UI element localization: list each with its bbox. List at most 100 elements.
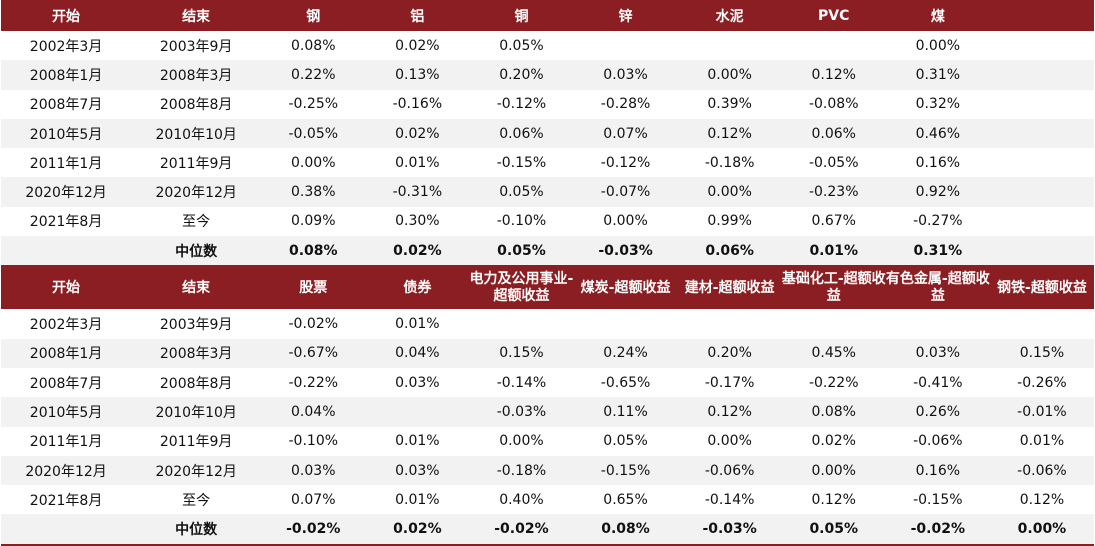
table-cell [574, 309, 678, 338]
table-cell: -0.31% [365, 177, 470, 207]
table-cell: 0.00% [291, 154, 336, 171]
table-cell [989, 60, 1094, 90]
table-cell [990, 90, 1094, 119]
table-cell: 2010年5月 [1, 118, 132, 149]
table-cell: 0.05% [499, 37, 544, 54]
table-cell: -0.14% [496, 374, 547, 391]
table-cell: 2008年7月 [29, 97, 103, 114]
table-cell: 0.12% [677, 118, 782, 149]
table-cell: 0.12% [781, 60, 886, 90]
table-cell: 0.06% [781, 118, 886, 149]
table-cell: 2003年9月 [159, 317, 233, 334]
table-cell: 2008年3月 [131, 338, 262, 368]
table-cell: 0.30% [395, 213, 440, 230]
table-cell: -0.22% [808, 374, 859, 391]
table-cell: 0.12% [811, 491, 856, 508]
table-cell: 0.04% [261, 397, 366, 427]
median-cell [1, 514, 132, 546]
table-cell: 0.03% [395, 374, 440, 391]
table-cell: 0.00% [781, 455, 886, 486]
table-header-row: 开始 结束钢铝铜锌水泥 PVC 煤 [1, 0, 1094, 31]
table-cell: -0.25% [288, 96, 339, 113]
table-cell: -0.26% [1017, 374, 1067, 391]
column-header: 煤炭-超额收益 [573, 267, 678, 310]
table-cell: 0.08% [291, 37, 336, 54]
table-cell [678, 309, 782, 338]
table-cell: -0.41% [913, 374, 963, 391]
table-cell: 0.00% [707, 433, 752, 450]
median-cell: 中位数 [131, 236, 262, 268]
table-row: 2008年7月 2008年8月 -0.22% 0.03% -0.14% -0.65% -0.… [1, 368, 1094, 397]
commodity-returns-table: 开始 结束钢铝铜锌水泥 PVC 煤 2002年3月 2003年9月 0.08% 0.02% 0… [1, 0, 1094, 268]
table-cell: 2008年7月 [29, 375, 103, 392]
table-cell: 0.15% [469, 338, 574, 368]
table-cell [886, 309, 990, 338]
column-header: 基础化工-超额收益 [781, 267, 886, 310]
table-row: 2008年7月 2008年8月 -0.25% -0.16% -0.12% -0.28% 0.… [1, 90, 1094, 119]
table-cell: -0.05% [808, 154, 859, 171]
column-header: 锌 [573, 0, 678, 31]
table-cell: 0.38% [261, 177, 366, 207]
median-row: 中位数 -0.02% 0.02% -0.02% 0.08% -0.03% 0.05% -0.0… [1, 514, 1094, 546]
median-cell: 0.06% [677, 236, 782, 268]
column-header: 钢 [261, 0, 366, 31]
table-cell: 0.31% [885, 60, 990, 90]
median-cell: 0.00% [989, 514, 1094, 546]
table-cell: 2008年1月 [1, 60, 132, 90]
table-cell: 0.39% [707, 96, 752, 113]
table-cell [989, 177, 1094, 207]
column-header: 结束 [131, 267, 262, 310]
table-cell: 2010年10月 [131, 118, 262, 149]
table-cell: 至今 [182, 214, 211, 231]
table-cell: 0.07% [573, 118, 678, 149]
column-header: 有色金属-超额收益 [885, 267, 990, 310]
median-cell: 0.08% [573, 514, 678, 546]
table-cell: 0.07% [291, 491, 336, 508]
table-cell: -0.06% [913, 433, 963, 450]
table-cell: 2020年12月 [131, 455, 262, 486]
table-cell: 0.12% [1019, 491, 1065, 508]
column-header: 结束 [131, 0, 262, 31]
table-cell: 0.05% [469, 177, 574, 207]
table-cell: -0.14% [704, 491, 755, 508]
table-cell: 0.02% [365, 118, 470, 149]
table-cell: 0.24% [573, 338, 678, 368]
table-cell: -0.18% [469, 455, 574, 486]
table-cell: 0.05% [603, 433, 648, 450]
table-cell: -0.18% [704, 154, 755, 171]
table-cell: 0.20% [469, 60, 574, 90]
table-cell: 0.16% [885, 455, 990, 486]
table-cell: 0.04% [365, 338, 470, 368]
table-cell: 2010年10月 [131, 397, 262, 427]
table-cell: 0.03% [885, 338, 990, 368]
table-cell: 2008年1月 [1, 338, 132, 368]
median-cell: 0.02% [365, 236, 470, 268]
median-cell: 0.31% [885, 236, 990, 268]
table-cell: -0.65% [600, 374, 651, 391]
table-cell: -0.02% [288, 316, 339, 333]
column-header: 建材-超额收益 [677, 267, 782, 310]
table-cell: 0.03% [573, 60, 678, 90]
median-row: 中位数 0.08% 0.02% 0.05% -0.03% 0.06% 0.01% 0.31% [1, 236, 1094, 268]
table-row: 2020年12月 2020年12月 0.03% 0.03% -0.18% -0.15% -0… [1, 455, 1094, 486]
median-cell: 0.02% [365, 514, 470, 546]
column-header: 水泥 [677, 0, 782, 31]
table-cell: -0.15% [496, 154, 547, 171]
table-cell [990, 309, 1094, 338]
table-cell: 0.00% [915, 37, 961, 54]
median-cell: 0.08% [261, 236, 366, 268]
table-cell: 2002年3月 [29, 38, 103, 55]
column-header: 开始 [1, 0, 132, 31]
table-cell: 2021年8月 [29, 492, 103, 509]
table-cell [990, 148, 1094, 177]
table-cell: 0.11% [573, 397, 678, 427]
table-cell: 0.22% [261, 60, 366, 90]
table-cell: -0.12% [600, 154, 651, 171]
table-cell [782, 309, 886, 338]
median-cell [989, 236, 1094, 268]
table-cell: 2011年1月 [29, 155, 103, 172]
column-header: 开始 [1, 267, 132, 310]
median-cell: 0.01% [781, 236, 886, 268]
table-cell: -0.67% [261, 338, 366, 368]
